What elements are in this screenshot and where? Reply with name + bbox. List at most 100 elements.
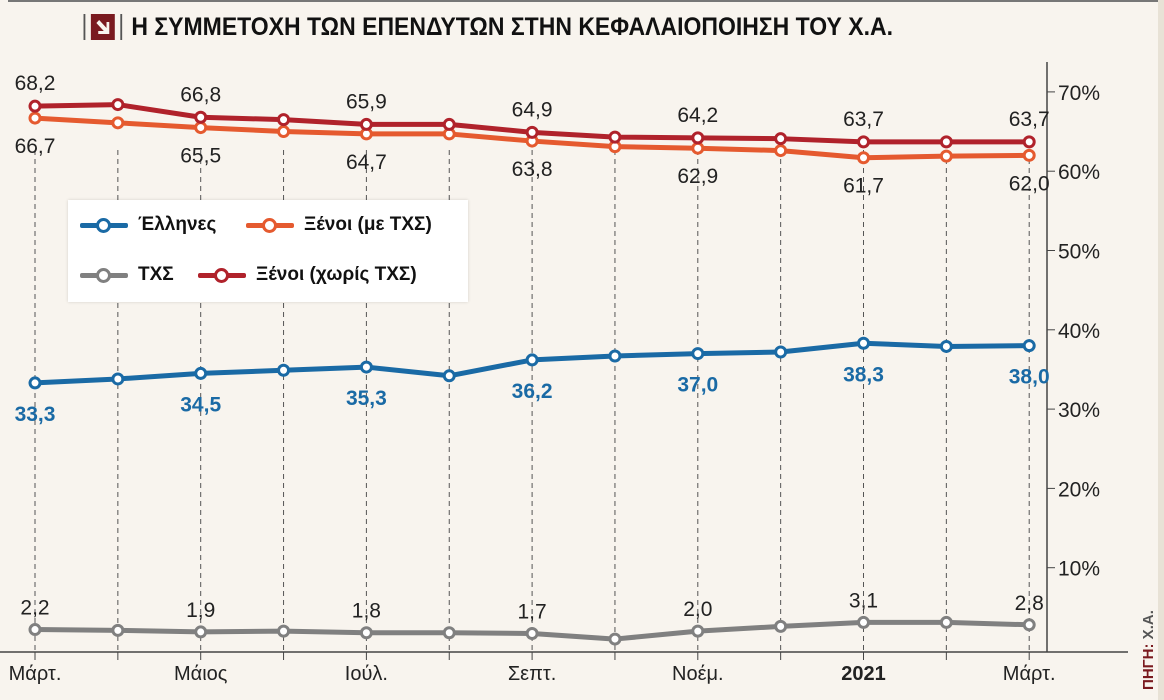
data-point [691,624,705,638]
data-point [359,360,373,374]
data-label: 66,7 [15,135,56,158]
data-point [1022,148,1036,162]
y-tick-label: 70% [1058,82,1100,105]
data-label: 3,1 [849,589,878,612]
y-tick-label: 20% [1058,478,1100,501]
divider [83,14,86,40]
data-label: 1,9 [186,599,215,622]
data-label: 33,3 [15,403,56,426]
x-tick-label: Μάρτ. [9,663,62,685]
data-point [1022,339,1036,353]
data-point [691,131,705,145]
data-point [442,369,456,383]
data-point [608,349,622,363]
legend-label: Ξένοι (με ΤΧΣ) [304,214,432,235]
data-point [277,113,291,127]
data-point [939,615,953,629]
data-label: 35,3 [346,387,387,410]
data-point [774,345,788,359]
data-label: 64,9 [512,98,553,121]
source-value: Χ.Α. [1140,610,1157,640]
data-point [857,336,870,350]
data-point [194,110,208,124]
data-label: 36,2 [512,380,553,403]
data-point [359,626,373,640]
data-point [857,615,870,629]
data-point [359,117,373,131]
x-tick-label: Σεπτ. [508,663,557,685]
data-point [194,366,208,380]
data-point [939,149,953,163]
source-note: ΠΗΓΗ: Χ.Α. [1140,610,1157,690]
data-point [28,99,42,113]
data-point [857,135,870,149]
data-point [277,125,291,139]
data-point [939,135,953,149]
data-label: 34,5 [180,393,221,416]
data-label: 38,0 [1009,366,1050,389]
data-label: 62,9 [677,165,718,188]
data-label: 65,9 [346,90,387,113]
data-point [277,624,291,638]
data-point [774,144,788,158]
data-point [525,627,539,641]
chart-title-row: Η ΣΥΜΜΕΤΟΧΗ ΤΩΝ ΕΠΕΝΔΥΤΩΝ ΣΤΗΝ ΚΕΦΑΛΑΙΟΠ… [78,10,893,44]
data-label: 2,8 [1015,592,1044,615]
legend: Έλληνες Ξένοι (με ΤΧΣ) ΤΧΣ Ξένοι (χωρίς … [68,200,468,302]
data-point [1022,135,1036,149]
data-label: 63,7 [843,108,884,131]
data-point [774,132,788,146]
data-point [28,111,42,125]
legend-item-foreign-without-hfsf: Ξένοι (χωρίς ΤΧΣ) [198,264,417,286]
data-label: 2,2 [20,597,49,620]
data-label: 2,0 [683,598,712,621]
data-point [691,141,705,155]
data-point [608,632,622,646]
y-tick-label: 30% [1058,399,1100,422]
data-label: 1,7 [517,601,546,624]
y-tick-label: 10% [1058,558,1100,581]
x-tick-label: Ιούλ. [345,663,388,685]
y-tick-label: 40% [1058,320,1100,343]
legend-label: Έλληνες [138,214,217,235]
divider [120,14,123,40]
data-point [442,117,456,131]
data-point [774,619,788,633]
source-label: ΠΗΓΗ: [1140,643,1157,690]
legend-item-foreign-with-hfsf: Ξένοι (με ΤΧΣ) [246,214,432,236]
data-label: 66,8 [180,83,221,106]
data-point [111,116,125,130]
data-label: 37,0 [677,374,718,397]
page-edge [1158,0,1164,700]
data-point [1022,618,1036,632]
data-label: 63,7 [1009,108,1050,131]
legend-label: ΤΧΣ [138,264,174,285]
arrow-down-right-icon [90,14,115,40]
legend-item-greeks: Έλληνες [80,214,216,236]
x-tick-label: Μάιος [174,663,228,685]
chart-title: Η ΣΥΜΜΕΤΟΧΗ ΤΩΝ ΕΠΕΝΔΥΤΩΝ ΣΤΗΝ ΚΕΦΑΛΑΙΟΠ… [131,12,894,41]
x-tick-label: Μάρτ. [1003,663,1056,685]
data-point [525,353,539,367]
data-label: 38,3 [843,363,884,386]
data-point [442,626,456,640]
data-label: 64,2 [677,104,718,127]
data-point [939,339,953,353]
data-point [194,625,208,639]
data-point [111,98,125,112]
data-point [28,623,42,637]
top-rule [8,0,1164,2]
legend-item-hfsf: ΤΧΣ [80,264,174,286]
data-label: 68,2 [15,72,56,95]
data-point [691,347,705,361]
data-point [28,376,42,390]
data-label: 62,0 [1009,172,1050,195]
data-label: 64,7 [346,151,387,174]
data-point [111,372,125,386]
data-label: 1,8 [352,600,381,623]
data-label: 61,7 [843,175,884,198]
data-label: 65,5 [180,145,221,168]
data-point [608,130,622,144]
y-tick-label: 60% [1058,161,1100,184]
